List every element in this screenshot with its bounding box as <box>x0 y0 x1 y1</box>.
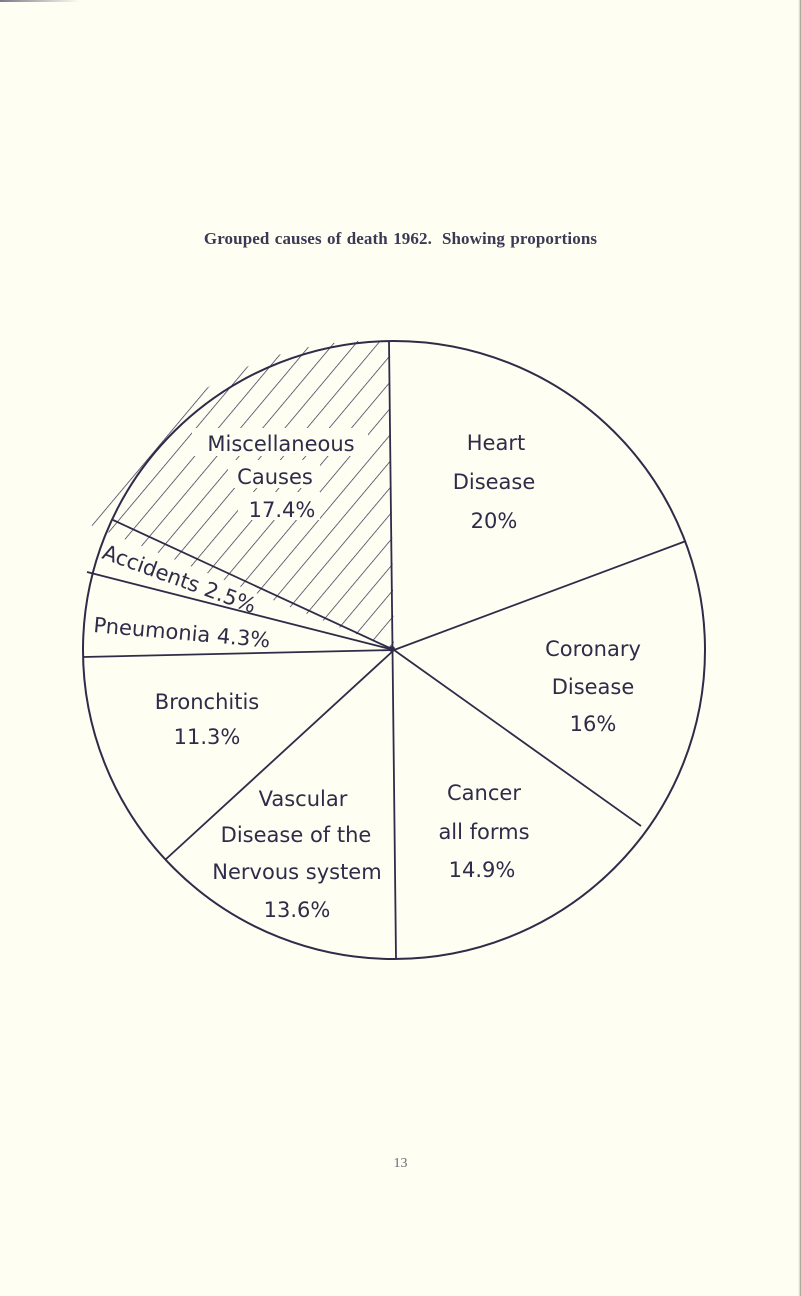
label-coronary-disease: Coronary Disease 16% <box>545 637 641 736</box>
label-vascular-disease: Vascular Disease of the Nervous system 1… <box>212 787 381 922</box>
svg-text:11.3%: 11.3% <box>174 725 241 749</box>
label-bronchitis: Bronchitis 11.3% <box>155 690 259 749</box>
svg-text:Vascular: Vascular <box>259 787 348 811</box>
svg-text:13.6%: 13.6% <box>264 898 331 922</box>
chart-title: Grouped causes of death 1962. Showing pro… <box>0 229 801 249</box>
pie-center <box>389 646 395 652</box>
scan-edge-shadow <box>0 0 80 2</box>
chart-title-part2: Showing proportions <box>441 229 598 248</box>
page-number: 13 <box>393 1156 408 1171</box>
svg-text:Causes: Causes <box>237 465 313 489</box>
svg-text:Nervous system: Nervous system <box>212 860 381 884</box>
slice-boundaries <box>82 340 687 959</box>
svg-text:Coronary: Coronary <box>545 637 641 661</box>
svg-text:16%: 16% <box>570 712 617 736</box>
label-miscellaneous: Miscellaneous Causes 17.4% <box>207 432 354 522</box>
svg-text:Bronchitis: Bronchitis <box>155 690 259 714</box>
svg-text:14.9%: 14.9% <box>449 858 516 882</box>
svg-text:Miscellaneous: Miscellaneous <box>207 432 354 456</box>
svg-text:all forms: all forms <box>438 820 529 844</box>
svg-text:Disease of the: Disease of the <box>221 823 372 847</box>
svg-text:Cancer: Cancer <box>447 781 521 805</box>
misc-label-knockout <box>192 428 368 456</box>
chart-title-part1: Grouped causes of death 1962. <box>203 229 432 248</box>
svg-text:Heart: Heart <box>467 431 525 455</box>
label-cancer: Cancer all forms 14.9% <box>438 781 529 882</box>
page-edge <box>798 0 801 1296</box>
label-pneumonia: Pneumonia 4.3% <box>93 613 272 652</box>
misc-label-knockout <box>228 460 320 488</box>
svg-text:17.4%: 17.4% <box>249 498 316 522</box>
pie-outline <box>82 340 706 960</box>
label-heart-disease: Heart Disease 20% <box>453 431 536 533</box>
svg-text:Disease: Disease <box>552 675 635 699</box>
svg-text:20%: 20% <box>471 509 518 533</box>
accidents-knockout <box>84 523 395 650</box>
svg-text:Disease: Disease <box>453 470 536 494</box>
misc-label-knockout <box>238 492 320 520</box>
